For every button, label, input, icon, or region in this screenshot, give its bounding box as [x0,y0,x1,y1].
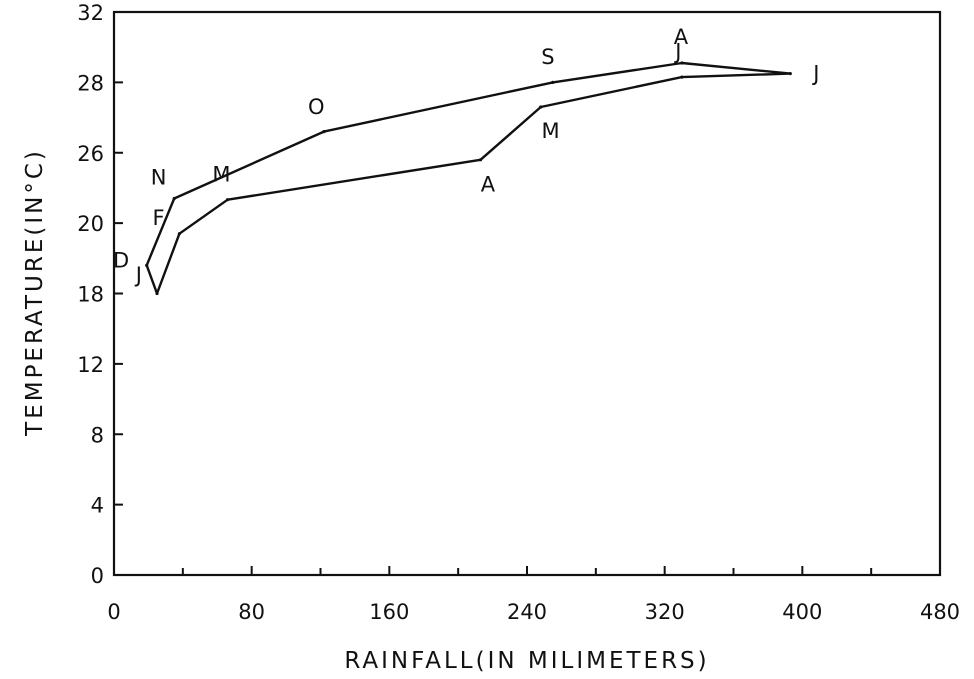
data-point [322,130,326,134]
month-label: J [811,62,819,86]
y-tick-label: 4 [91,494,104,518]
y-tick-label: 28 [77,71,104,95]
month-label: M [542,119,560,143]
x-axis-title: RAINFALL(IN MILIMETERS) [344,648,709,674]
data-point [539,105,543,109]
x-tick-label: 240 [507,600,547,624]
data-point [172,196,176,201]
data-point [177,232,181,236]
month-label: N [151,166,167,190]
data-point [788,71,792,76]
x-tick-label: 0 [107,600,120,624]
x-tick-label: 80 [238,600,265,624]
y-tick-label: 32 [77,1,104,25]
data-point [551,80,555,84]
month-label: D [113,249,129,273]
data-point [478,158,483,162]
x-tick-label: 160 [369,600,409,624]
month-label: S [541,45,554,69]
y-axis-title: TEMPERATURE(IN°C) [22,148,48,437]
x-axis-ticks: 0 80 160 240 320 400 480 [107,566,960,624]
month-label: M [212,162,230,186]
month-label: A [674,25,689,49]
y-tick-label: 0 [91,564,104,588]
month-label: A [481,173,496,197]
data-point [155,291,159,296]
y-tick-label: 26 [77,142,104,166]
y-tick-label: 18 [77,283,104,307]
x-tick-label: 480 [920,600,960,624]
data-point [680,61,684,65]
month-label: J [134,263,142,287]
month-label: O [308,95,325,119]
data-point [680,75,684,79]
y-tick-label: 8 [91,423,104,447]
data-point [145,263,149,267]
series-line [145,61,792,295]
x-tick-label: 320 [645,600,685,624]
plot-frame [112,10,942,577]
month-label: F [153,206,165,230]
y-axis-ticks: 0 4 8 12 18 20 26 28 32 [77,1,123,588]
y-tick-label: 12 [77,353,104,377]
y-tick-label: 20 [77,212,104,236]
month-label: J [673,39,681,63]
x-tick-label: 400 [782,600,822,624]
data-point [225,198,230,202]
